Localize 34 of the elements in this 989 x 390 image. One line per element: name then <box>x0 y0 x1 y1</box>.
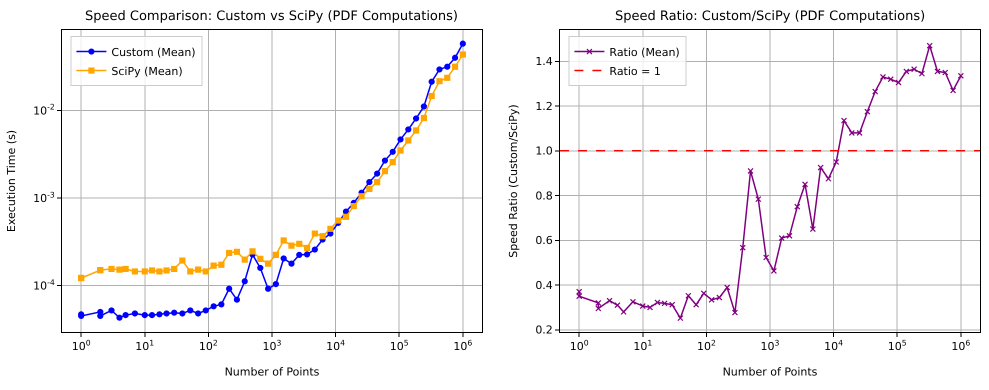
chart-title: Speed Ratio: Custom/SciPy (PDF Computations) <box>615 9 926 24</box>
x-tick-label: 10$^{2}$ <box>696 338 716 354</box>
x-tick-label: 10$^{0}$ <box>570 338 589 354</box>
y-axis-title: Execution Time (s) <box>4 130 18 232</box>
x-tick-label: 10$^{5}$ <box>390 338 409 354</box>
x-axis-title: Number of Points <box>224 365 320 378</box>
y-tick-label: 0.6 <box>535 234 553 248</box>
x-tick-label: 10$^{4}$ <box>326 338 346 354</box>
legend-label: Custom (Mean) <box>111 46 196 59</box>
x-axis-title: Number of Points <box>722 365 818 378</box>
legend-label: SciPy (Mean) <box>111 64 183 78</box>
legend-label: Ratio (Mean) <box>609 46 680 59</box>
x-tick-label: 10$^{0}$ <box>72 338 91 354</box>
x-tick-label: 10$^{1}$ <box>633 338 652 354</box>
y-tick-label: 10$^{-3}$ <box>33 190 55 205</box>
y-tick-label: 0.2 <box>535 324 553 337</box>
y-tick-label: 1.2 <box>535 100 553 113</box>
y-tick-label: 1.0 <box>535 144 553 158</box>
y-tick-label: 10$^{-4}$ <box>33 278 55 292</box>
x-tick-label: 10$^{4}$ <box>824 338 844 354</box>
y-axis-title: Speed Ratio (Custom/SciPy) <box>506 104 520 258</box>
x-tick-label: 10$^{6}$ <box>951 338 970 354</box>
y-tick-label: 10$^{-2}$ <box>33 102 55 118</box>
x-tick-label: 10$^{6}$ <box>453 338 472 354</box>
legend-label: Ratio = 1 <box>609 64 661 78</box>
x-tick-label: 10$^{5}$ <box>888 338 907 354</box>
y-tick-label: 0.8 <box>535 189 553 202</box>
chart-title: Speed Comparison: Custom vs SciPy (PDF Computations) <box>85 9 458 24</box>
y-tick-label: 1.4 <box>535 55 553 68</box>
y-tick-label: 0.4 <box>535 278 553 292</box>
x-tick-label: 10$^{1}$ <box>135 338 154 354</box>
x-tick-label: 10$^{2}$ <box>198 338 218 354</box>
x-tick-label: 10$^{3}$ <box>262 338 282 354</box>
x-tick-label: 10$^{3}$ <box>760 338 780 354</box>
